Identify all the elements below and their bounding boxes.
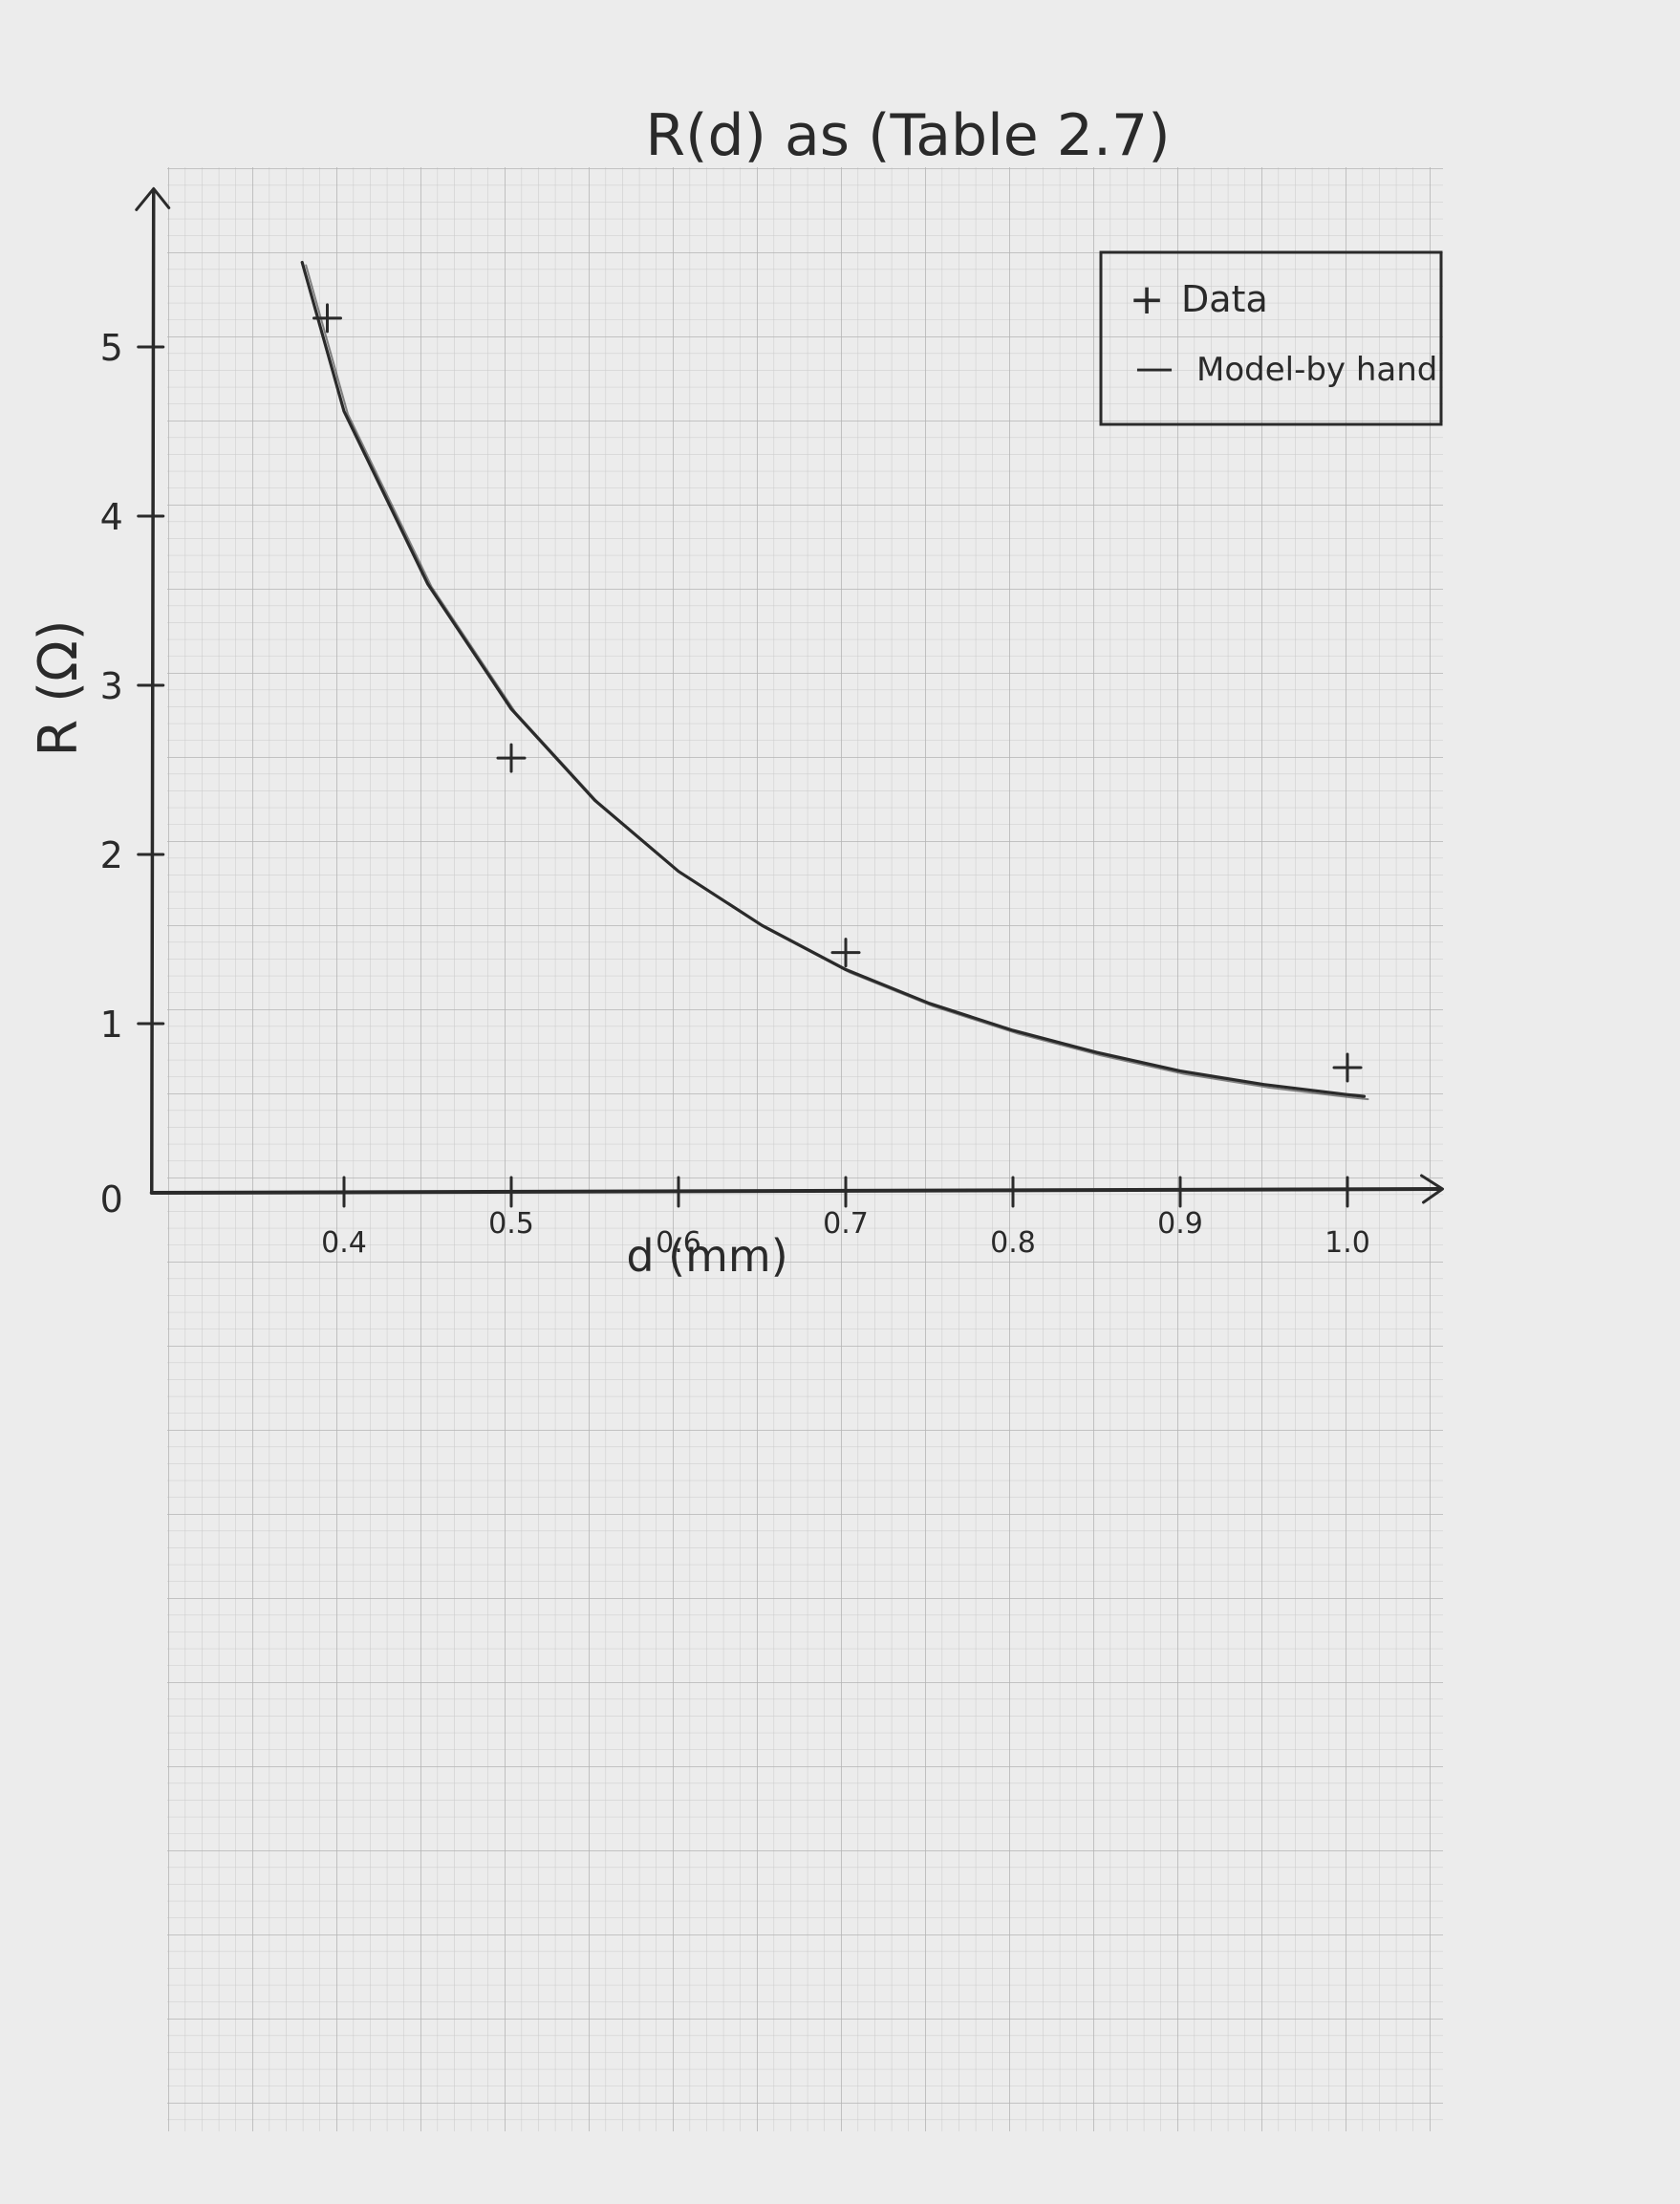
data-point	[830, 938, 861, 968]
legend: + Data — Model-by hand	[1099, 250, 1443, 426]
y-tick-label: 0	[100, 1178, 123, 1221]
x-tick-label: 0.6	[656, 1226, 701, 1260]
chart-title: R(d) as (Table 2.7)	[645, 102, 1170, 169]
legend-model-label: Model-by hand	[1196, 351, 1437, 389]
series-data	[312, 303, 1363, 1083]
x-axis-label: d (mm)	[626, 1230, 787, 1282]
y-tick-label: 1	[100, 1004, 123, 1046]
y-tick-label: 2	[100, 834, 123, 876]
y-tick-label: 4	[100, 496, 123, 538]
legend-data-label: Data	[1181, 278, 1268, 320]
data-point	[496, 743, 527, 773]
legend-model-marker: —	[1135, 346, 1174, 390]
y-tick-label: 3	[100, 665, 123, 707]
x-tick-label: 0.8	[990, 1226, 1036, 1260]
data-point	[1332, 1052, 1363, 1083]
legend-box	[1099, 250, 1443, 426]
x-axis-arrow	[1420, 1174, 1444, 1204]
grid-area	[167, 167, 1443, 2131]
x-tick-label: 1.0	[1325, 1226, 1370, 1260]
y-axis-arrow	[135, 186, 171, 211]
model-curve-retrace	[305, 264, 1369, 1101]
x-tick-label: 0.4	[321, 1226, 367, 1260]
axes	[135, 186, 1444, 1204]
x-axis-line	[149, 1187, 1443, 1195]
data-point	[312, 303, 342, 334]
legend-data-marker: +	[1130, 275, 1165, 324]
y-axis-ticks: 0 1 2 3 4 5	[100, 327, 165, 1221]
series-model-by-hand	[300, 260, 1369, 1101]
x-tick-label: 0.5	[488, 1207, 534, 1241]
x-tick-label: 0.9	[1157, 1207, 1203, 1241]
x-axis-ticks: 0.4 0.5 0.6 0.7 0.8 0.9 1.0	[321, 1176, 1370, 1260]
x-tick-label: 0.7	[823, 1207, 869, 1241]
y-tick-label: 5	[100, 327, 123, 369]
y-axis-label: R (Ω)	[28, 619, 90, 756]
y-axis-line	[150, 190, 156, 1195]
